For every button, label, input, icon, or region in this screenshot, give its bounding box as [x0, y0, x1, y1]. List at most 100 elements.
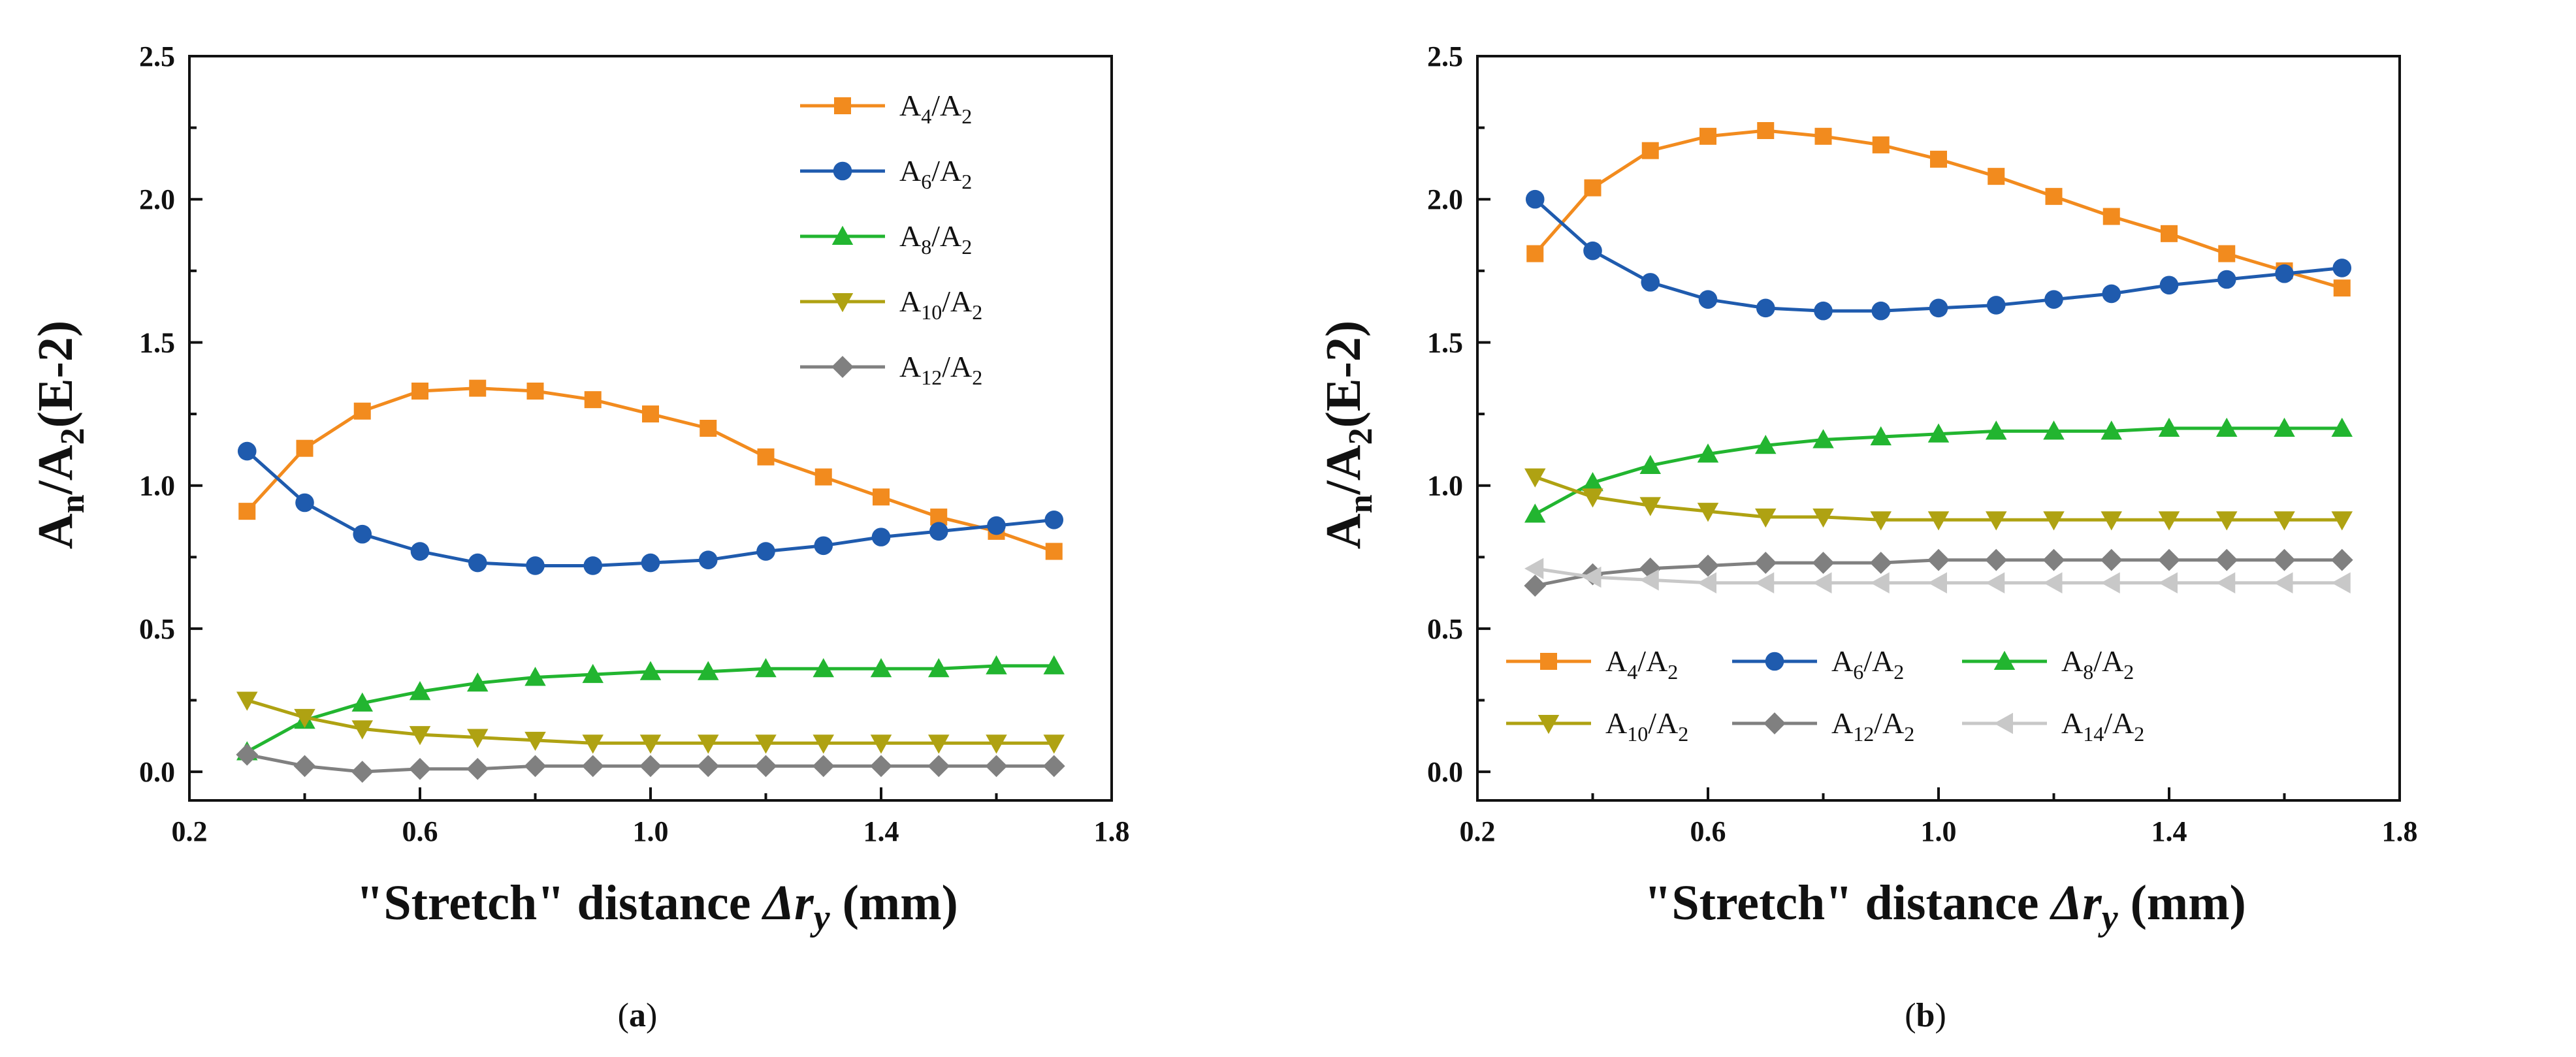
legend-main: A	[2061, 644, 2083, 678]
legend-marker	[834, 97, 851, 114]
xlabel-text: "Stretch" distance	[356, 876, 763, 930]
xlabel-unit: (mm)	[2118, 876, 2246, 930]
data-point	[1524, 558, 1544, 580]
y-tick-label: 2.5	[1427, 40, 1463, 72]
data-point	[1812, 508, 1834, 528]
data-point	[1986, 296, 2006, 315]
data-point	[987, 516, 1006, 535]
x-tick-label: 0.6	[402, 815, 438, 847]
x-tick-label: 1.0	[633, 815, 669, 847]
legend-sub: 8	[2083, 660, 2093, 684]
legend-sub: 2	[1893, 660, 1904, 684]
data-point	[2161, 225, 2178, 242]
legend-main: A	[1831, 644, 1853, 678]
data-point	[813, 734, 834, 754]
legend-main: A	[1831, 706, 1853, 740]
data-point	[524, 667, 546, 686]
series-a6-a2	[237, 441, 1064, 575]
legend-marker	[831, 225, 854, 245]
legend-marker	[1765, 652, 1784, 671]
x-tick-label: 1.0	[1921, 815, 1957, 847]
data-point	[293, 755, 316, 778]
data-point	[351, 720, 373, 740]
legend-sub: 4	[921, 104, 931, 128]
data-point	[1524, 468, 1546, 488]
legend-label: A8/A2	[899, 219, 972, 259]
data-point	[2217, 270, 2236, 289]
data-point	[524, 731, 546, 751]
legend-mid: /A	[942, 350, 972, 383]
data-point	[2331, 417, 2353, 437]
y-tick-label: 0.0	[1427, 756, 1463, 788]
data-point	[2100, 548, 2123, 571]
data-point	[1986, 572, 2005, 594]
data-point	[2158, 417, 2180, 437]
series-a12-a2	[1524, 548, 2353, 597]
legend-sub: 2	[961, 170, 972, 193]
legend-sub: 2	[972, 300, 982, 324]
data-point	[2275, 264, 2294, 283]
data-point	[467, 729, 489, 748]
x-tick-label: 0.6	[1690, 815, 1726, 847]
data-point	[2216, 572, 2236, 594]
xlabel-sub-y: y	[810, 898, 831, 938]
series-a4-a2	[1526, 122, 2351, 297]
x-axis-label: "Stretch" distance Δry (mm)	[356, 876, 958, 938]
data-point	[526, 383, 544, 400]
legend-marker	[831, 293, 854, 313]
data-point	[469, 379, 487, 397]
legend-label: A10/A2	[899, 285, 982, 324]
data-point	[871, 528, 891, 546]
y-tick-label: 2.0	[1427, 183, 1463, 215]
series-a10-a2	[1524, 468, 2353, 531]
data-point	[1812, 552, 1835, 574]
data-point	[928, 658, 950, 678]
data-point	[409, 726, 431, 746]
data-point	[296, 439, 314, 457]
data-point	[1755, 572, 1775, 594]
data-point	[2274, 511, 2295, 531]
legend-label: A12/A2	[1831, 706, 1914, 746]
legend-marker	[1538, 715, 1560, 734]
data-point	[411, 383, 428, 400]
data-point	[467, 672, 489, 692]
legend-sub: 12	[921, 366, 942, 389]
legend-label: A14/A2	[2061, 706, 2144, 746]
x-tick-label: 0.2	[172, 815, 208, 847]
data-point	[698, 550, 718, 569]
legend-sub: 10	[921, 300, 942, 324]
data-point	[2218, 245, 2236, 262]
data-point	[295, 493, 314, 513]
data-point	[1927, 572, 1947, 594]
data-point	[2042, 548, 2065, 571]
data-point	[236, 691, 258, 711]
data-point	[2331, 572, 2351, 594]
legend-entry: A8/A2	[800, 219, 972, 259]
data-point	[2158, 548, 2180, 571]
data-point	[697, 755, 720, 778]
ylabel-unit: (E-2)	[1316, 321, 1371, 428]
legend-marker	[833, 161, 852, 181]
data-point	[2043, 572, 2063, 594]
data-point	[1639, 497, 1661, 516]
legend-mid: /A	[1637, 644, 1667, 678]
legend-sub: 2	[1904, 722, 1914, 746]
data-point	[583, 556, 603, 575]
caption-open: (	[1905, 997, 1916, 1034]
caption-open: (	[618, 997, 629, 1034]
legend-main: A	[899, 285, 921, 318]
data-point	[409, 757, 431, 780]
data-point	[1870, 426, 1892, 446]
legend-label: A6/A2	[899, 154, 972, 193]
series-a12-a2	[236, 743, 1065, 783]
data-point	[294, 708, 315, 729]
data-point	[756, 542, 775, 561]
data-point	[1526, 245, 1544, 262]
data-point	[1986, 511, 2007, 531]
data-point	[986, 655, 1007, 674]
data-point	[238, 503, 256, 520]
y-tick-label: 1.0	[139, 470, 175, 502]
data-point	[698, 661, 719, 680]
data-point	[2158, 511, 2180, 531]
data-point	[1930, 150, 1947, 168]
